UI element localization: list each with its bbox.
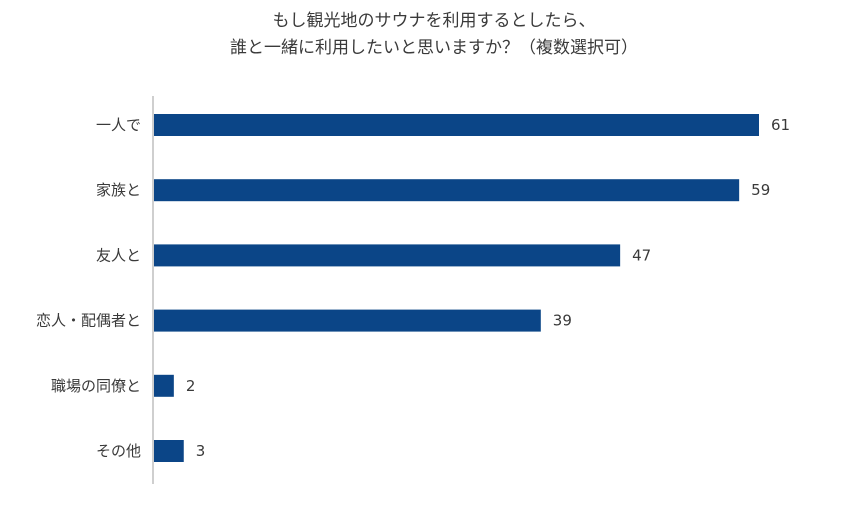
category-label: その他	[96, 442, 141, 460]
category-label: 職場の同僚と	[51, 377, 141, 395]
category-label: 恋人・配偶者と	[36, 312, 141, 330]
bar	[154, 309, 541, 332]
value-label: 3	[196, 442, 206, 460]
value-label: 39	[553, 312, 572, 330]
value-label: 2	[186, 377, 196, 395]
chart-title-line-2: 誰と一緒に利用したいと思いますか？（複数選択可）	[230, 38, 638, 58]
value-label: 61	[771, 116, 790, 134]
category-label: 友人と	[96, 246, 141, 264]
chart-title: もし観光地のサウナを利用するとしたら、 誰と一緒に利用したいと思いますか？（複数…	[0, 8, 868, 62]
bar	[154, 114, 759, 136]
bar	[154, 374, 174, 397]
category-label: 家族と	[96, 181, 141, 199]
bar	[154, 440, 184, 462]
category-label: 一人で	[96, 116, 141, 134]
chart-title-line-1: もし観光地のサウナを利用するとしたら、	[272, 11, 596, 31]
bar	[154, 179, 740, 202]
value-label: 47	[632, 246, 651, 264]
bar	[154, 244, 621, 267]
value-label: 59	[751, 181, 770, 199]
